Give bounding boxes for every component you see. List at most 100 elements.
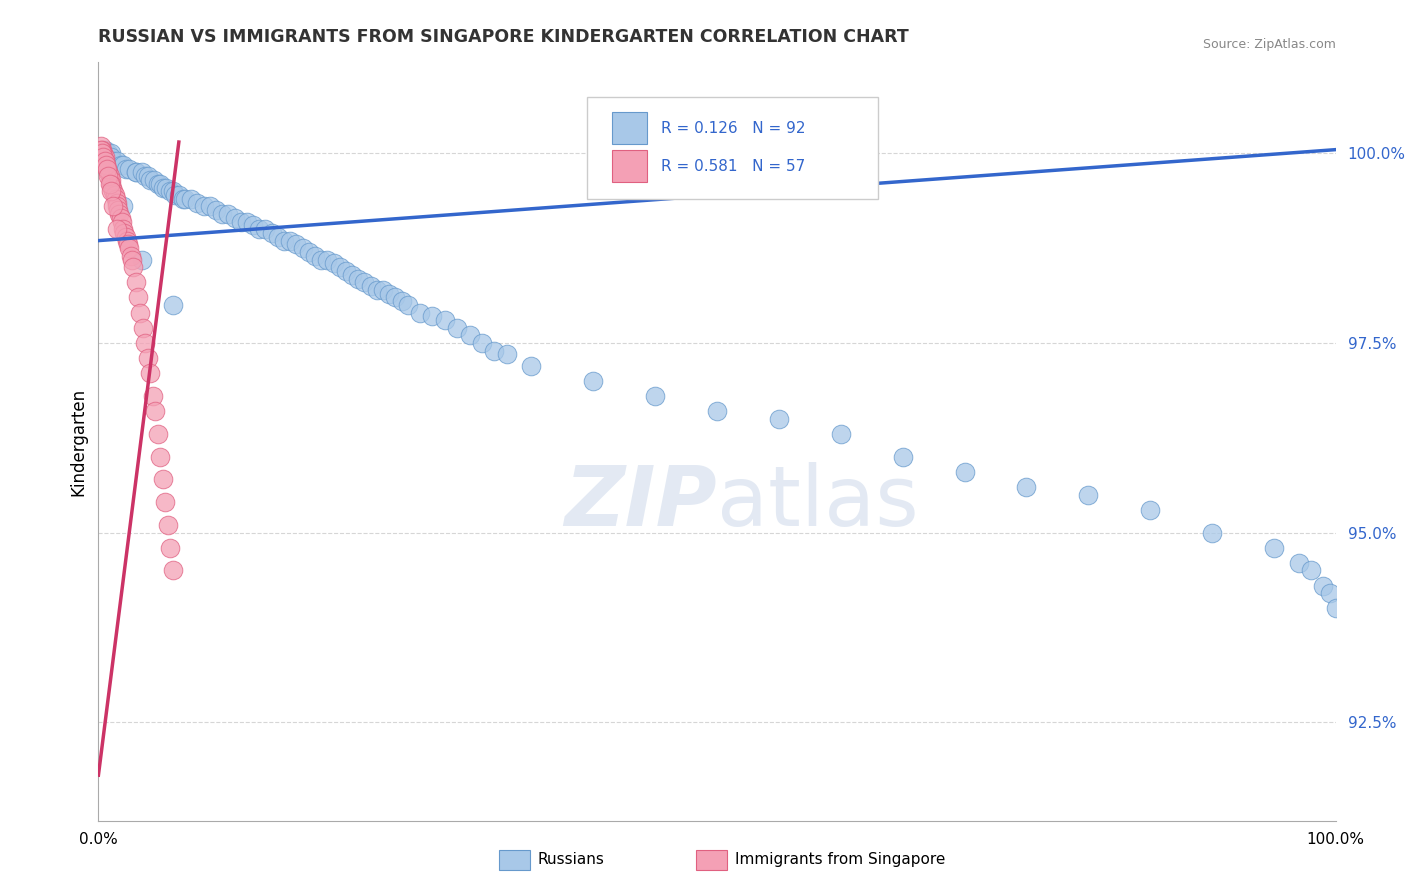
Point bbox=[96, 161, 118, 176]
Point bbox=[162, 564, 184, 578]
Point bbox=[98, 177, 121, 191]
Point bbox=[229, 215, 252, 229]
Point bbox=[149, 177, 172, 191]
Point bbox=[98, 169, 121, 184]
Point bbox=[131, 165, 153, 179]
Point bbox=[100, 173, 122, 187]
Point bbox=[1299, 564, 1322, 578]
Point bbox=[114, 230, 136, 244]
Point bbox=[90, 139, 112, 153]
Point bbox=[309, 252, 332, 267]
Point bbox=[384, 291, 406, 305]
Point bbox=[103, 200, 125, 214]
Point bbox=[152, 473, 174, 487]
Point bbox=[247, 222, 270, 236]
Point bbox=[136, 169, 159, 184]
Point bbox=[291, 241, 314, 255]
Point bbox=[124, 165, 146, 179]
Point bbox=[108, 207, 131, 221]
Point bbox=[180, 192, 202, 206]
Point bbox=[371, 283, 394, 297]
Point bbox=[94, 158, 117, 172]
Point bbox=[162, 298, 184, 312]
Point bbox=[112, 200, 135, 214]
Point bbox=[142, 389, 165, 403]
Point bbox=[100, 150, 122, 164]
Point bbox=[117, 237, 139, 252]
Point bbox=[378, 286, 401, 301]
Point bbox=[103, 188, 125, 202]
Point bbox=[105, 154, 128, 169]
Point bbox=[446, 321, 468, 335]
Point bbox=[285, 237, 308, 252]
Text: R = 0.126   N = 92: R = 0.126 N = 92 bbox=[661, 121, 806, 136]
Point bbox=[422, 310, 444, 324]
Point bbox=[706, 404, 728, 418]
Point bbox=[340, 268, 363, 282]
Y-axis label: Kindergarten: Kindergarten bbox=[69, 387, 87, 496]
Point bbox=[97, 146, 120, 161]
Point bbox=[273, 234, 295, 248]
Point bbox=[120, 249, 142, 263]
Point bbox=[96, 161, 118, 176]
Point bbox=[143, 404, 166, 418]
Point bbox=[1201, 525, 1223, 540]
Point bbox=[118, 161, 141, 176]
Point bbox=[1263, 541, 1285, 555]
Point bbox=[391, 294, 413, 309]
Point bbox=[298, 245, 321, 260]
Point bbox=[112, 226, 135, 240]
Point bbox=[484, 343, 506, 358]
Point bbox=[278, 234, 301, 248]
Text: Source: ZipAtlas.com: Source: ZipAtlas.com bbox=[1202, 38, 1336, 52]
Point bbox=[174, 192, 197, 206]
Point bbox=[520, 359, 543, 373]
Point bbox=[115, 234, 138, 248]
Point bbox=[167, 188, 190, 202]
Point bbox=[152, 180, 174, 194]
Point bbox=[107, 203, 129, 218]
Point bbox=[124, 165, 146, 179]
Point bbox=[433, 313, 456, 327]
Point bbox=[347, 271, 370, 285]
Point bbox=[146, 427, 169, 442]
Point bbox=[111, 215, 134, 229]
Point bbox=[953, 465, 976, 479]
Point bbox=[409, 306, 432, 320]
Point bbox=[105, 200, 128, 214]
Point bbox=[1319, 586, 1341, 600]
Text: atlas: atlas bbox=[717, 462, 918, 542]
Point bbox=[360, 279, 382, 293]
Point bbox=[242, 219, 264, 233]
Point bbox=[224, 211, 246, 225]
Point bbox=[104, 192, 127, 206]
Point bbox=[129, 306, 152, 320]
Point bbox=[159, 185, 181, 199]
Point bbox=[127, 291, 149, 305]
Text: Immigrants from Singapore: Immigrants from Singapore bbox=[735, 853, 946, 867]
Point bbox=[93, 154, 115, 169]
Point bbox=[211, 207, 233, 221]
Point bbox=[366, 283, 388, 297]
Point bbox=[644, 389, 666, 403]
Point bbox=[582, 374, 605, 388]
Point bbox=[267, 230, 290, 244]
Point bbox=[112, 158, 135, 172]
Point bbox=[94, 158, 117, 172]
Point bbox=[830, 427, 852, 442]
Point bbox=[122, 260, 145, 275]
Point bbox=[458, 328, 481, 343]
Point bbox=[165, 188, 187, 202]
Point bbox=[1312, 579, 1334, 593]
Point bbox=[768, 412, 790, 426]
Point bbox=[1077, 488, 1099, 502]
Point bbox=[217, 207, 239, 221]
Point bbox=[254, 222, 277, 236]
Point bbox=[105, 222, 128, 236]
Point bbox=[322, 256, 344, 270]
Bar bbox=[612, 112, 647, 145]
Point bbox=[103, 185, 125, 199]
Point bbox=[97, 169, 120, 184]
Point bbox=[236, 215, 259, 229]
Text: ZIP: ZIP bbox=[564, 462, 717, 542]
